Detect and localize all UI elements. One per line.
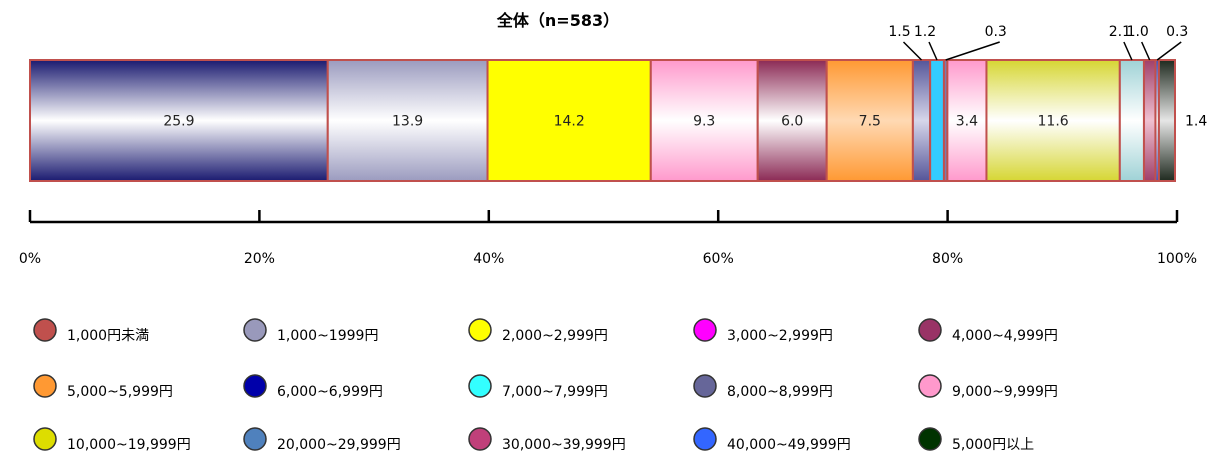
legend-swatch [693, 427, 717, 451]
bar-segment-10 [946, 59, 988, 182]
legend-label: 1,000~1999円 [277, 328, 378, 344]
legend-label: 2,000~2,999円 [502, 328, 608, 344]
value-label-segment-4: 9.3 [693, 114, 715, 130]
legend-swatch [693, 318, 717, 342]
x-tick-label: 0% [19, 251, 41, 267]
bar-segment-15 [1157, 59, 1177, 182]
leader-line-segment-7 [902, 41, 923, 61]
value-label-segment-7: 1.5 [888, 24, 910, 40]
bar-segment-2 [326, 59, 489, 182]
value-label-segment-3: 14.2 [554, 114, 585, 130]
leader-line-segment-9 [945, 41, 1000, 61]
legend: 1,000円未満 1,000~1999円 2,000~2,999円 3,000~2,9… [33, 318, 1058, 453]
bar-segment-13 [1142, 59, 1157, 182]
bar-segment-5 [756, 59, 828, 182]
legend-swatch [468, 374, 492, 398]
bar-segment-12 [1118, 59, 1145, 182]
legend-label: 9,000~9,999円 [952, 384, 1058, 400]
value-label-segment-1: 25.9 [163, 114, 194, 130]
legend-label: 20,000~29,999円 [277, 437, 401, 453]
legend-swatch [243, 427, 267, 451]
x-tick-label: 20% [244, 251, 275, 267]
value-label-segment-12: 2.1 [1109, 24, 1131, 40]
legend-swatch [468, 427, 492, 451]
legend-label: 10,000~19,999円 [67, 437, 191, 453]
value-label-segment-2: 13.9 [392, 114, 423, 130]
value-label-segment-10: 3.4 [956, 114, 978, 130]
legend-label: 7,000~7,999円 [502, 384, 608, 400]
legend-swatch [243, 374, 267, 398]
chart-title: 全体（n=583） [496, 11, 619, 30]
x-tick-label: 100% [1157, 251, 1197, 267]
legend-label: 40,000~49,999円 [727, 437, 851, 453]
x-tick-label: 60% [703, 251, 734, 267]
bar-segment-11 [985, 59, 1121, 182]
bar-segment-6 [825, 59, 914, 182]
legend-swatch [468, 318, 492, 342]
x-tick-label: 80% [932, 251, 963, 267]
legend-swatch [918, 427, 942, 451]
leader-line-segment-13 [1141, 41, 1151, 61]
legend-swatch [243, 318, 267, 342]
legend-swatch [33, 318, 57, 342]
bar-group [29, 59, 1177, 182]
value-label-segment-15: 1.4 [1185, 114, 1207, 130]
x-tick-label: 40% [473, 251, 504, 267]
bar-segment-3 [486, 59, 652, 182]
bar-segment-8 [929, 59, 945, 182]
legend-label: 3,000~2,999円 [727, 328, 833, 344]
leader-line-segment-8 [928, 41, 938, 61]
legend-swatch [918, 318, 942, 342]
value-label-segment-11: 11.6 [1038, 114, 1069, 130]
legend-swatch [693, 374, 717, 398]
value-label-segment-13: 1.0 [1127, 24, 1149, 40]
bar-segment-1 [29, 59, 329, 182]
value-label-segment-5: 6.0 [781, 114, 803, 130]
legend-swatch [918, 374, 942, 398]
legend-label: 5,000~5,999円 [67, 384, 173, 400]
value-label-segment-8: 1.2 [914, 24, 936, 40]
value-label-segment-9: 0.3 [985, 24, 1007, 40]
legend-swatch [33, 427, 57, 451]
legend-label: 5,000円以上 [952, 437, 1034, 453]
legend-label: 8,000~8,999円 [727, 384, 833, 400]
legend-label: 30,000~39,999円 [502, 437, 626, 453]
value-label-segment-6: 7.5 [859, 114, 881, 130]
x-axis: 0% 20% 40% 60% 80% 100% [19, 210, 1197, 267]
value-labels: 25.9 13.9 14.2 9.3 6.0 7.5 1.5 1.2 0.3 3.4 11.6 2.1… [163, 24, 1207, 130]
legend-label: 1,000円未満 [67, 328, 149, 344]
bar-segment-7 [911, 59, 932, 182]
legend-label: 6,000~6,999円 [277, 384, 383, 400]
value-label-segment-14: 0.3 [1166, 24, 1188, 40]
leader-line-segment-12 [1123, 41, 1133, 61]
legend-label: 4,000~4,999円 [952, 328, 1058, 344]
legend-swatch [33, 374, 57, 398]
leader-line-segment-14 [1156, 41, 1182, 61]
